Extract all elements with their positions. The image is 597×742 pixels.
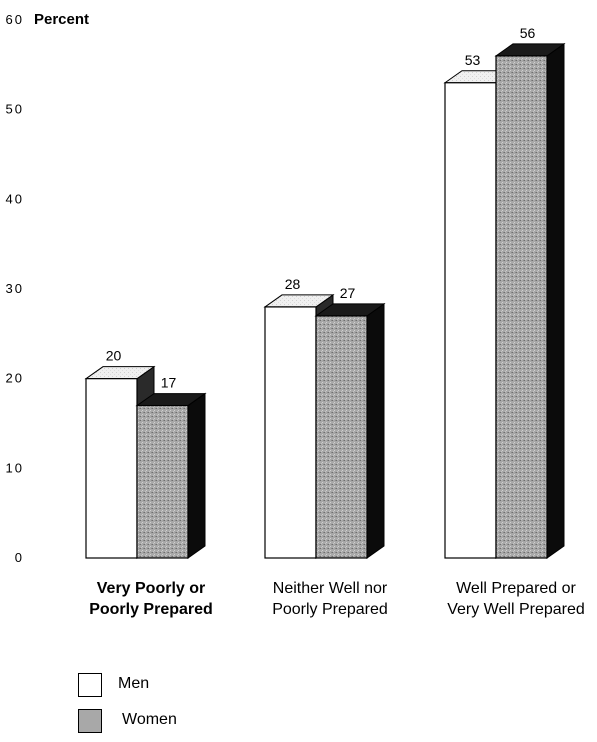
- bar-women: [136, 404, 189, 559]
- y-axis-label: Percent: [34, 11, 89, 28]
- bar-men: [85, 378, 138, 559]
- bar-women: [495, 55, 548, 559]
- bar-men: [264, 306, 317, 559]
- legend-item-women: Women: [78, 709, 278, 739]
- bar-women: [315, 315, 368, 559]
- data-label-women: 27: [340, 285, 356, 301]
- legend-item-men: Men: [78, 673, 278, 703]
- y-tick-label: 10: [6, 460, 24, 475]
- y-tick-label: 50: [6, 102, 24, 117]
- legend-label-women: Women: [122, 711, 177, 728]
- x-category-label: Very Poorly or Poorly Prepared: [89, 580, 213, 618]
- data-label-men: 20: [106, 348, 122, 364]
- y-tick-label: 30: [6, 281, 24, 296]
- bars: 20 17 28 27 53 56: [84, 25, 566, 559]
- legend-label-men: Men: [118, 675, 150, 692]
- data-label-men: 28: [285, 276, 301, 292]
- legend-swatch-men: [78, 673, 102, 697]
- data-label-men: 53: [465, 52, 481, 68]
- y-tick-label: 0: [15, 550, 24, 565]
- bar-women-side: [187, 392, 206, 559]
- legend-swatch-women: [78, 709, 102, 733]
- y-tick-label: 20: [6, 371, 24, 386]
- y-axis: 0 10 20 30 40 50 60 Percent: [6, 11, 90, 565]
- bar-men: [444, 82, 497, 559]
- y-tick-label: 60: [6, 12, 24, 27]
- bar-women-side: [546, 42, 565, 559]
- x-category-label: Well Prepared or Very Well Prepared: [447, 580, 585, 618]
- x-category-label: Neither Well nor Poorly Prepared: [272, 580, 388, 618]
- bar-women-side: [366, 302, 385, 559]
- y-tick-label: 40: [6, 191, 24, 206]
- data-label-women: 56: [520, 25, 536, 41]
- data-label-women: 17: [161, 375, 177, 391]
